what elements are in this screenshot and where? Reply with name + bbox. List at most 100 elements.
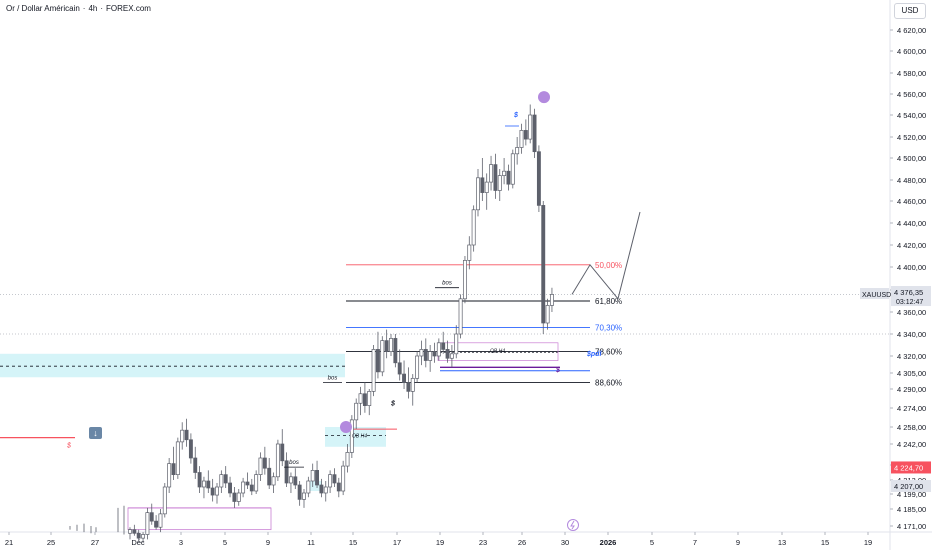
candle-body — [302, 492, 306, 500]
candle-body — [376, 349, 380, 373]
gray-level-badge: 4 207,00 — [894, 482, 923, 491]
ob-zone-lower — [325, 427, 386, 447]
candle-body — [341, 465, 346, 492]
candle-body — [328, 474, 333, 488]
x-tick-label: 23 — [479, 538, 487, 547]
x-tick-label: 25 — [47, 538, 55, 547]
candle-body — [436, 342, 441, 357]
ssl-dollar: $ — [390, 401, 395, 408]
y-tick-label: 4 600,00 — [897, 47, 926, 56]
candle-body — [428, 351, 433, 361]
candle-body — [202, 480, 206, 488]
candle-body — [262, 457, 267, 469]
bsl-dollar: $ — [513, 112, 518, 119]
lightning-glyph — [570, 520, 575, 530]
candle-body — [480, 177, 485, 193]
symbol-tag-bg — [860, 288, 889, 300]
y-tick-label: 4 420,00 — [897, 241, 926, 250]
candle-body — [415, 355, 420, 379]
y-tick-label: 4 440,00 — [897, 219, 926, 228]
candle-body — [449, 353, 454, 359]
candle-body — [380, 340, 385, 373]
y-tick-label: 4 290,00 — [897, 385, 926, 394]
currency-button[interactable]: USD — [894, 3, 926, 19]
last-price-badge-bg — [891, 286, 931, 307]
x-tick-label: 9 — [736, 538, 740, 547]
candle-body — [528, 114, 533, 140]
candle-body — [197, 472, 202, 488]
fib-level-label: 61,80% — [595, 297, 622, 306]
candle-body — [154, 520, 159, 528]
x-tick-label: 17 — [393, 538, 401, 547]
x-tick-label: 11 — [307, 538, 315, 547]
fib-level-label: 50,00% — [595, 261, 622, 270]
candle-body — [149, 512, 154, 522]
candle-body — [454, 333, 459, 355]
candle-body — [502, 170, 507, 176]
candle-body — [354, 402, 359, 421]
candle-body — [293, 476, 298, 486]
y-tick-label: 4 340,00 — [897, 330, 926, 339]
candle-body — [128, 529, 132, 534]
x-tick-label: 3 — [179, 538, 183, 547]
bos-label: bos — [328, 376, 338, 382]
candle-body — [545, 305, 550, 324]
candle-body — [167, 463, 172, 488]
y-tick-label: 4 185,00 — [897, 505, 926, 514]
symbol-tag: XAUUSD — [862, 292, 891, 299]
x-tick-label: 21 — [5, 538, 13, 547]
y-tick-label: 4 199,00 — [897, 490, 926, 499]
candle-body — [228, 482, 232, 494]
candle-body — [254, 474, 259, 492]
candle-body — [310, 470, 315, 482]
header-separator-2: · — [100, 4, 104, 13]
candle-body — [463, 260, 467, 300]
x-tick-label: 13 — [778, 538, 786, 547]
y-tick-label: 4 320,00 — [897, 352, 926, 361]
x-tick-label: 15 — [821, 538, 829, 547]
x-tick-label: 9 — [266, 538, 270, 547]
candle-body — [506, 170, 511, 185]
candle-body — [280, 443, 285, 462]
y-tick-label: 4 520,00 — [897, 133, 926, 142]
candle-body — [162, 486, 167, 515]
fib-level-label: 88,60% — [595, 379, 622, 388]
swing-low-marker — [340, 421, 352, 433]
gray-level-badge-bg — [891, 480, 931, 492]
fib-level-label: 70,30% — [595, 323, 622, 332]
candle-body — [476, 177, 480, 211]
candle-body — [223, 474, 228, 484]
candle-body — [362, 393, 367, 406]
interval-label[interactable]: 4h — [88, 4, 98, 13]
y-tick-label: 4 274,00 — [897, 404, 926, 413]
candle-body — [489, 164, 494, 183]
candle-body — [215, 486, 219, 496]
candle-body — [410, 377, 415, 392]
last-price-badge: 4 376,35 — [894, 288, 923, 297]
y-tick-label: 4 540,00 — [897, 111, 926, 120]
y-tick-label: 4 480,00 — [897, 176, 926, 185]
candle-body — [267, 467, 272, 486]
red-level-badge: 4 224,70 — [894, 463, 923, 472]
candle-body — [345, 452, 350, 467]
ob-h4-label-2: OB H4 — [352, 434, 367, 440]
x-tick-label: 30 — [561, 538, 569, 547]
candle-body — [406, 382, 411, 392]
y-tick-label: 4 460,00 — [897, 197, 926, 206]
candle-body — [219, 474, 224, 488]
candle-body — [471, 209, 476, 246]
candle-body — [541, 205, 546, 324]
arrow-down-icon[interactable]: ↓ — [89, 427, 102, 439]
candle-body — [402, 373, 407, 383]
candle-body — [319, 484, 324, 494]
x-tick-label: 7 — [693, 538, 697, 547]
small-demand-zone — [308, 481, 322, 491]
candle-body — [549, 294, 554, 306]
ob-dollar: $ — [555, 367, 560, 374]
data-source: FOREX.com — [106, 4, 151, 13]
candle-body — [241, 481, 246, 494]
candle-body — [306, 480, 311, 494]
candle-body — [467, 244, 472, 261]
